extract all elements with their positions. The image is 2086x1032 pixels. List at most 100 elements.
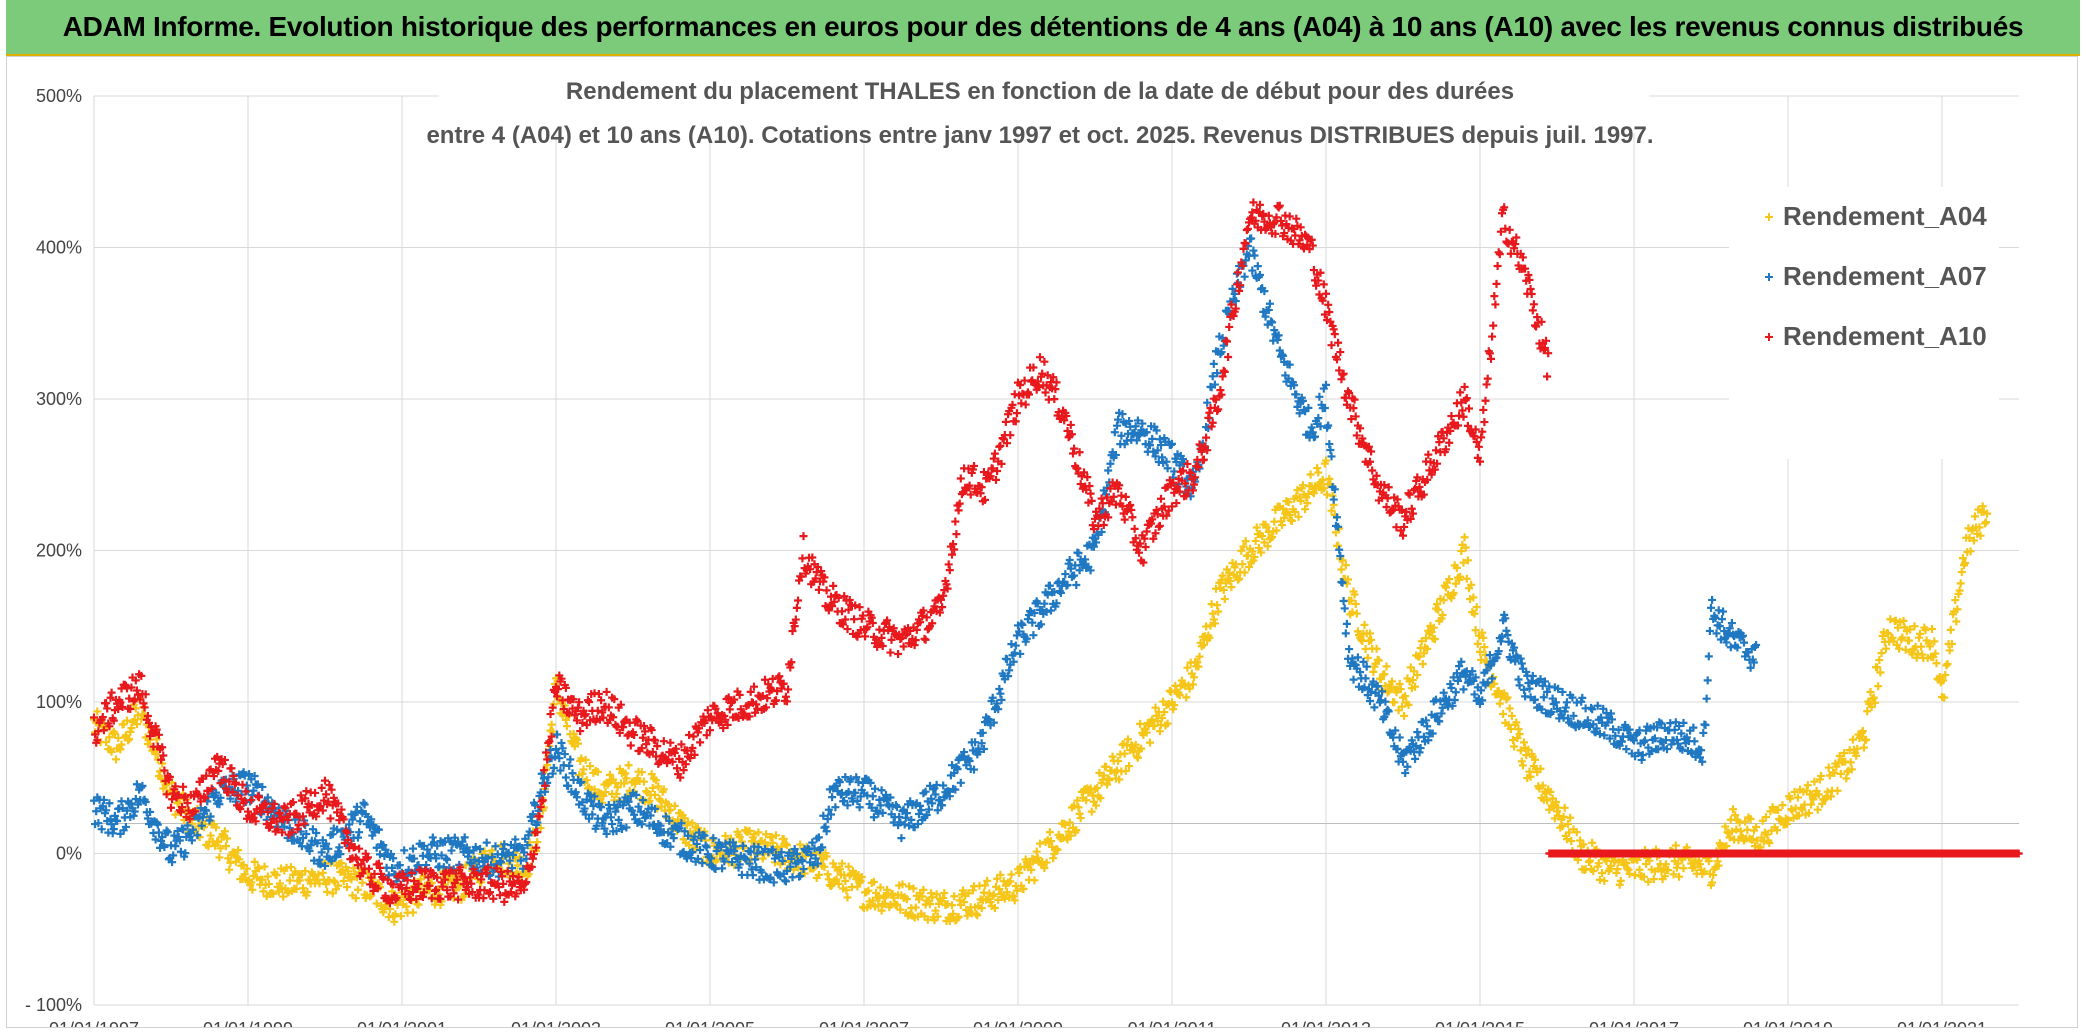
data-point-Rendement_A10 xyxy=(949,540,958,549)
data-point-Rendement_A04 xyxy=(1170,701,1179,710)
data-point-Rendement_A07 xyxy=(572,793,581,802)
data-point-Rendement_A04 xyxy=(235,855,244,864)
data-point-Rendement_A10 xyxy=(1445,438,1454,447)
data-point-Rendement_A10 xyxy=(615,728,624,737)
data-point-Rendement_A07 xyxy=(1168,439,1176,448)
data-point-Rendement_A10 xyxy=(855,603,864,612)
data-point-Rendement_A10 xyxy=(1238,261,1247,270)
data-point-Rendement_A07 xyxy=(437,851,446,860)
data-point-Rendement_A10 xyxy=(1368,466,1377,475)
data-point-Rendement_A07 xyxy=(924,805,933,814)
data-point-Rendement_A10 xyxy=(817,567,826,576)
data-point-Rendement_A07 xyxy=(1525,684,1534,693)
data-point-Rendement_A07 xyxy=(866,778,875,787)
data-point-Rendement_A04 xyxy=(337,859,346,868)
data-point-Rendement_A04 xyxy=(1003,888,1011,897)
data-point-Rendement_A04 xyxy=(252,873,261,882)
data-point-Rendement_A04 xyxy=(1206,621,1215,630)
data-point-Rendement_A07 xyxy=(1457,657,1466,666)
data-point-Rendement_A10 xyxy=(424,873,433,882)
data-point-Rendement_A10 xyxy=(514,873,523,882)
data-point-Rendement_A07 xyxy=(1360,683,1369,692)
data-point-Rendement_A04 xyxy=(1901,645,1910,654)
data-point-Rendement_A07 xyxy=(868,792,877,801)
data-point-Rendement_A07 xyxy=(690,832,699,841)
data-point-Rendement_A07 xyxy=(245,770,254,779)
data-point-Rendement_A07 xyxy=(1641,736,1649,745)
data-point-Rendement_A07 xyxy=(1411,754,1420,763)
data-point-Rendement_A07 xyxy=(1704,652,1713,661)
data-point-Rendement_A04 xyxy=(1065,818,1074,827)
data-point-Rendement_A04 xyxy=(1625,869,1634,878)
data-point-Rendement_A04 xyxy=(670,801,679,810)
data-point-Rendement_A04 xyxy=(940,889,949,898)
data-point-Rendement_A10 xyxy=(840,592,849,601)
data-point-Rendement_A07 xyxy=(1622,745,1631,754)
data-point-Rendement_A07 xyxy=(1047,606,1055,615)
data-point-Rendement_A10 xyxy=(788,627,797,636)
data-point-Rendement_A10 xyxy=(548,703,557,712)
data-point-Rendement_A04 xyxy=(223,834,232,843)
data-point-Rendement_A04 xyxy=(1010,896,1019,905)
data-point-Rendement_A07 xyxy=(1138,419,1147,428)
data-point-Rendement_A10 xyxy=(899,642,908,651)
data-point-Rendement_A10 xyxy=(299,812,307,821)
data-point-Rendement_A04 xyxy=(547,720,556,729)
data-point-Rendement_A04 xyxy=(1015,868,1024,877)
data-point-Rendement_A07 xyxy=(1142,428,1151,437)
data-point-Rendement_A07 xyxy=(1290,381,1299,390)
data-point-Rendement_A04 xyxy=(1252,523,1261,532)
data-point-Rendement_A04 xyxy=(1006,877,1015,886)
data-point-Rendement_A07 xyxy=(1450,695,1459,704)
data-point-Rendement_A10 xyxy=(520,885,529,894)
data-point-Rendement_A07 xyxy=(797,855,806,864)
data-point-Rendement_A10 xyxy=(979,468,988,477)
data-point-Rendement_A04 xyxy=(1480,643,1489,652)
data-point-Rendement_A04 xyxy=(652,776,661,785)
data-point-Rendement_A10 xyxy=(1367,447,1376,456)
data-point-Rendement_A07 xyxy=(960,748,969,757)
data-point-Rendement_A10 xyxy=(1183,459,1192,468)
data-point-Rendement_A07 xyxy=(1395,733,1404,742)
data-point-Rendement_A07 xyxy=(939,781,948,790)
data-point-Rendement_A07 xyxy=(1043,590,1052,599)
data-point-Rendement_A04 xyxy=(414,900,423,909)
data-point-Rendement_A10 xyxy=(1511,240,1520,249)
data-point-Rendement_A04 xyxy=(1664,866,1673,875)
data-point-Rendement_A10 xyxy=(912,625,921,634)
data-point-Rendement_A04 xyxy=(1322,456,1330,465)
data-point-Rendement_A10 xyxy=(1490,292,1499,301)
data-point-Rendement_A10 xyxy=(1076,480,1085,489)
data-point-Rendement_A07 xyxy=(1366,697,1374,706)
data-point-Rendement_A07 xyxy=(582,795,591,804)
data-point-Rendement_A10 xyxy=(196,797,205,806)
data-point-Rendement_A10 xyxy=(1512,233,1521,242)
data-point-Rendement_A07 xyxy=(531,801,540,810)
data-point-Rendement_A07 xyxy=(1349,675,1358,684)
data-point-Rendement_A04 xyxy=(893,900,901,909)
data-point-Rendement_A04 xyxy=(996,870,1005,879)
data-point-Rendement_A04 xyxy=(1415,652,1424,661)
data-point-Rendement_A07 xyxy=(1240,272,1249,281)
data-point-Rendement_A10 xyxy=(273,825,282,834)
data-point-Rendement_A10 xyxy=(745,712,754,721)
data-point-Rendement_A07 xyxy=(333,825,342,834)
data-point-Rendement_A04 xyxy=(1660,872,1669,881)
data-point-Rendement_A07 xyxy=(109,825,118,834)
data-point-Rendement_A07 xyxy=(799,865,808,874)
data-point-Rendement_A04 xyxy=(548,727,557,736)
data-point-Rendement_A10 xyxy=(750,682,758,691)
data-point-Rendement_A04 xyxy=(1430,635,1439,644)
data-point-Rendement_A10 xyxy=(547,732,556,741)
data-point-Rendement_A10 xyxy=(1136,539,1145,548)
data-point-Rendement_A04 xyxy=(820,862,829,871)
data-point-Rendement_A10 xyxy=(1095,504,1104,513)
data-point-Rendement_A04 xyxy=(1804,809,1813,818)
data-point-Rendement_A10 xyxy=(1208,418,1217,427)
data-point-Rendement_A07 xyxy=(1577,697,1586,706)
data-point-Rendement_A07 xyxy=(953,765,962,774)
data-point-Rendement_A07 xyxy=(1439,688,1448,697)
data-point-Rendement_A04 xyxy=(1284,498,1293,507)
data-point-Rendement_A07 xyxy=(778,856,787,865)
data-point-Rendement_A10 xyxy=(409,888,417,897)
